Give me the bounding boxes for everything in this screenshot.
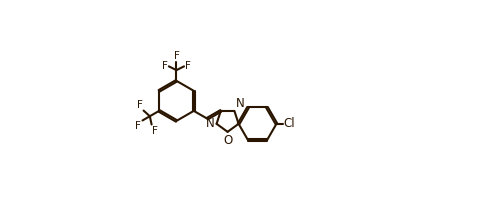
Text: F: F <box>174 51 179 60</box>
Text: O: O <box>223 134 232 147</box>
Text: F: F <box>185 61 191 71</box>
Text: F: F <box>152 126 158 136</box>
Text: N: N <box>236 97 244 110</box>
Text: F: F <box>135 121 141 131</box>
Text: Cl: Cl <box>283 117 295 130</box>
Text: F: F <box>162 61 168 71</box>
Text: N: N <box>206 117 215 130</box>
Text: F: F <box>137 100 143 110</box>
